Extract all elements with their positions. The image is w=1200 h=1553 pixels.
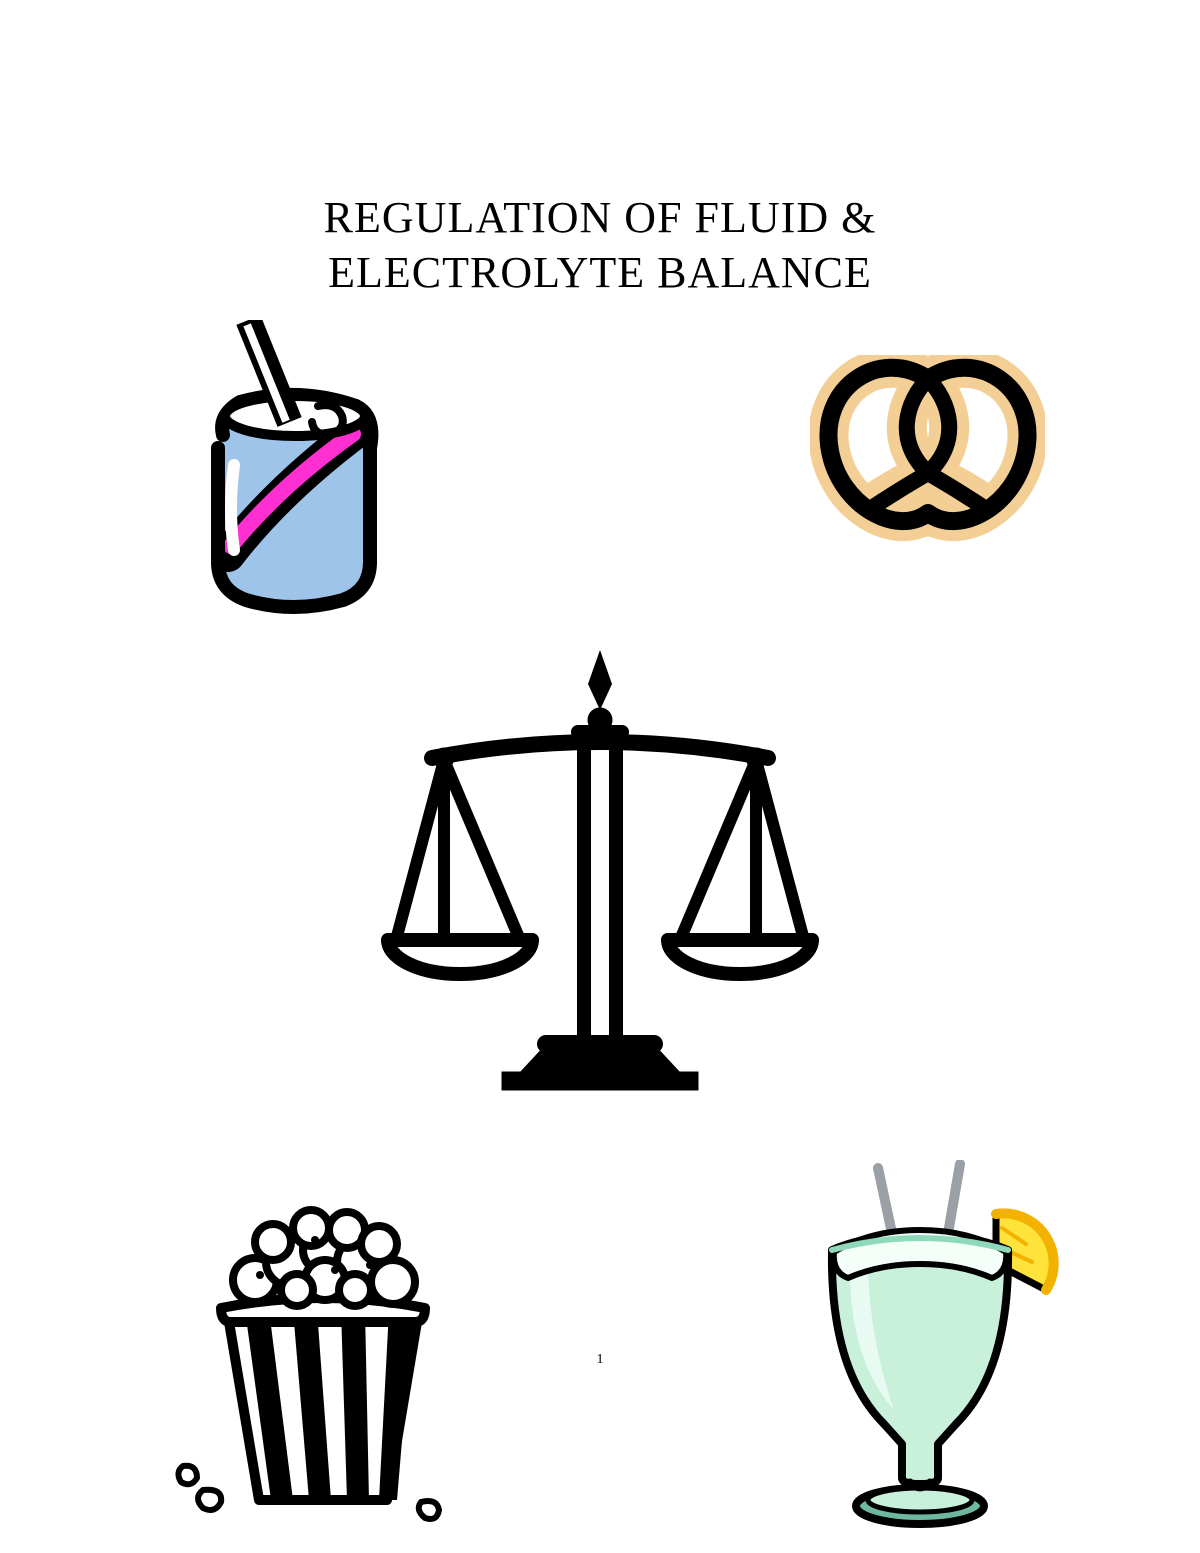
pretzel-icon — [810, 355, 1045, 555]
scale-base-plate — [502, 1072, 698, 1090]
glass-foot-top — [868, 1488, 972, 1512]
soda-can-icon — [168, 320, 423, 620]
scale-chain-r3 — [756, 760, 804, 940]
scale-chain-r1 — [680, 760, 756, 940]
scale-finial — [588, 650, 612, 710]
scale-column — [584, 732, 616, 1040]
cocktail-glass-icon — [770, 1160, 1070, 1530]
can-highlight — [231, 465, 234, 550]
document-page: REGULATION OF FLUID & ELECTROLYTE BALANC… — [0, 0, 1200, 1553]
scale-base-wedge — [520, 1044, 680, 1072]
scale-pivot-right — [746, 748, 766, 768]
page-title: REGULATION OF FLUID & ELECTROLYTE BALANC… — [0, 190, 1200, 300]
popcorn-icon — [165, 1170, 475, 1530]
title-line-2: ELECTROLYTE BALANCE — [328, 248, 872, 297]
scale-chain-l3 — [444, 760, 520, 940]
scale-chain-l1 — [396, 760, 444, 940]
scale-beam — [432, 742, 768, 758]
title-line-1: REGULATION OF FLUID & — [324, 193, 877, 242]
popcorn-kernels — [233, 1210, 415, 1306]
scale-pivot-left — [434, 748, 454, 768]
page-number: 1 — [0, 1352, 1200, 1368]
balance-scale-icon — [370, 640, 830, 1100]
